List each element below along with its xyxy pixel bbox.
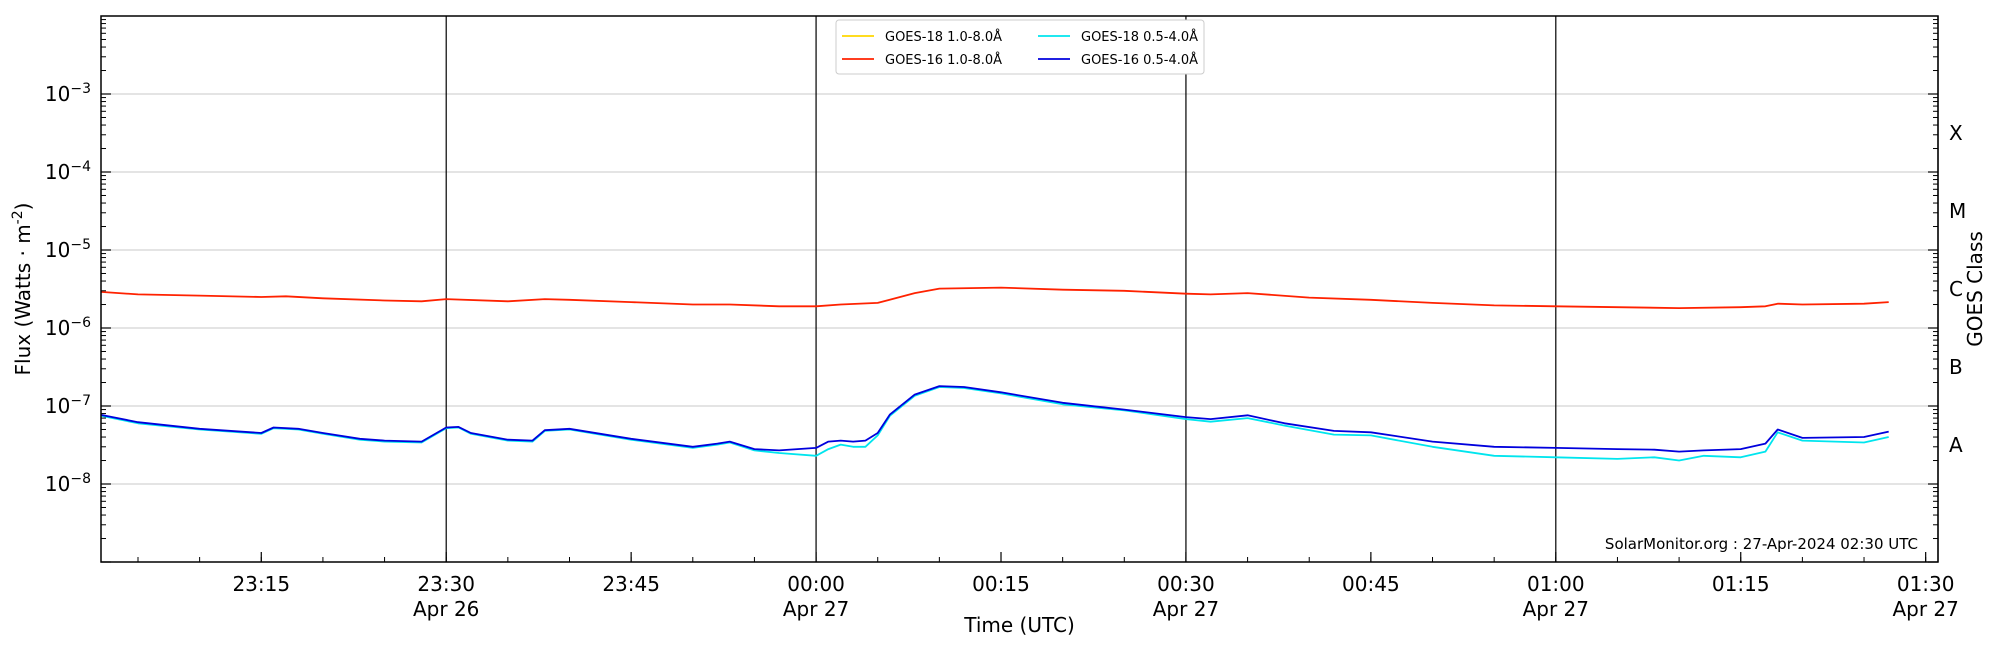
x-tick-label: 00:30	[1157, 572, 1215, 596]
y-tick-label: 10−4	[45, 159, 91, 184]
goes-class-axis-label: GOES Class	[1963, 231, 1987, 347]
x-tick-date-label: Apr 27	[783, 597, 849, 621]
goes-class-label: X	[1949, 121, 1963, 145]
x-tick-label: 01:15	[1712, 572, 1770, 596]
goes-class-label: M	[1949, 199, 1966, 223]
x-tick-label: 23:15	[232, 572, 290, 596]
goes-class-label: A	[1949, 433, 1963, 457]
x-tick-label: 00:00	[787, 572, 845, 596]
legend-entry-label: GOES-18 1.0-8.0Å	[885, 29, 1002, 45]
vertical-time-lines	[445, 16, 1939, 562]
y-tick-label: 10−3	[45, 81, 91, 106]
series-layer	[100, 286, 1889, 462]
x-tick-label: 00:45	[1342, 572, 1400, 596]
y-axis-label: Flux (Watts · m-2)	[10, 203, 35, 376]
series-line	[100, 386, 1889, 462]
plot-frame	[100, 15, 1939, 563]
x-tick-label: 23:45	[602, 572, 660, 596]
goes-class-label: C	[1949, 277, 1963, 301]
grid-layer	[101, 93, 1938, 485]
y-tick-label: 10−5	[45, 237, 91, 262]
y-axis-label-exponent: -2	[10, 210, 26, 224]
x-tick-label: 01:00	[1527, 572, 1585, 596]
x-tick-date-label: Apr 26	[413, 597, 479, 621]
y-axis-label-close: )	[11, 203, 35, 211]
y-tick-label: 10−8	[45, 471, 91, 496]
legend-box	[835, 19, 1205, 75]
x-tick-date-label: Apr 27	[1153, 597, 1219, 621]
series-line	[100, 385, 1889, 453]
goes-class-label: B	[1949, 355, 1963, 379]
y-axis-label-main: Flux (Watts · m	[11, 224, 35, 375]
y-tick-label: 10−6	[45, 315, 91, 340]
y-axis-ticks: 10−3 10−4 10−5 10−6 10−7 10−8	[45, 19, 1938, 563]
goes-class-labels: X M C B A	[1949, 121, 1966, 457]
x-axis-label: Time (UTC)	[963, 613, 1075, 637]
x-tick-date-label: Apr 27	[1892, 597, 1958, 621]
credit-text: SolarMonitor.org : 27-Apr-2024 02:30 UTC	[1605, 535, 1918, 553]
legend-entry-label: GOES-16 0.5-4.0Å	[1081, 52, 1198, 68]
legend: GOES-18 1.0-8.0Å GOES-18 0.5-4.0Å GOES-16 …	[835, 19, 1205, 75]
y-tick-label: 10−7	[45, 393, 91, 418]
legend-entry-label: GOES-18 0.5-4.0Å	[1081, 29, 1198, 45]
x-tick-date-label: Apr 27	[1523, 597, 1589, 621]
legend-entry-label: GOES-16 1.0-8.0Å	[885, 52, 1002, 68]
x-tick-label: 23:30	[417, 572, 475, 596]
x-tick-label: 01:30	[1897, 572, 1955, 596]
x-tick-label: 00:15	[972, 572, 1030, 596]
series-line	[100, 286, 1889, 310]
